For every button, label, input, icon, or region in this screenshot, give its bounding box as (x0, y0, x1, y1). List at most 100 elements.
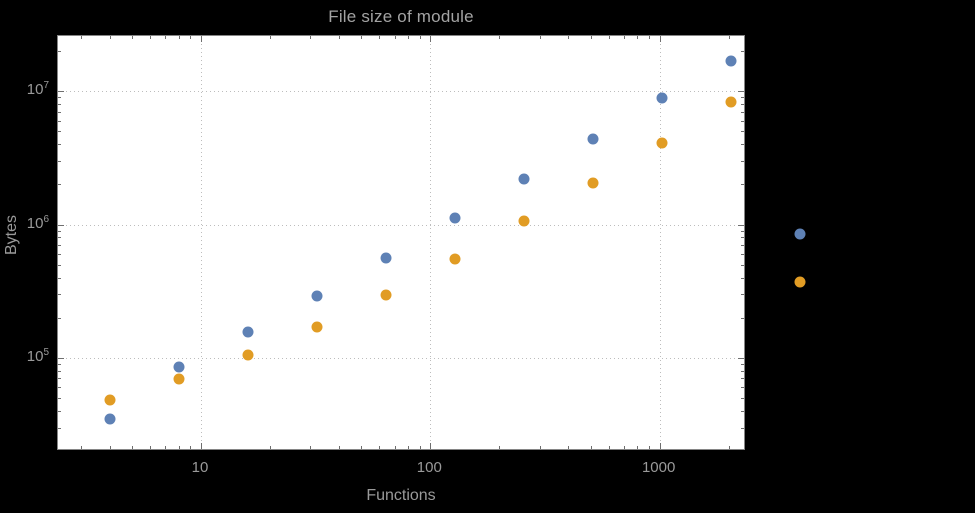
chart-title: File size of module (328, 7, 474, 26)
tick-mark (741, 264, 744, 266)
data-point-orange (380, 289, 392, 301)
tick-mark (568, 36, 570, 39)
tick-mark (608, 36, 610, 39)
tick-mark (165, 36, 167, 39)
tick-mark (81, 446, 83, 449)
tick-mark (741, 410, 744, 412)
tick-mark (58, 370, 61, 372)
tick-mark (649, 446, 651, 449)
tick-mark (741, 144, 744, 146)
horizontal-gridline (58, 357, 744, 359)
tick-mark (200, 443, 202, 449)
tick-mark (637, 446, 639, 449)
tick-mark (499, 446, 501, 449)
vertical-gridline (659, 36, 661, 449)
tick-mark (58, 104, 61, 106)
tick-mark (109, 36, 111, 39)
data-point-orange (518, 215, 530, 227)
tick-mark (58, 317, 61, 319)
tick-mark (200, 36, 202, 42)
tick-mark (408, 36, 410, 39)
tick-mark (741, 51, 744, 53)
tick-mark (178, 446, 180, 449)
tick-mark (58, 131, 61, 133)
tick-mark (361, 36, 363, 39)
tick-mark (58, 264, 61, 266)
data-point-orange (656, 137, 668, 149)
tick-mark (58, 254, 61, 256)
tick-mark (379, 36, 381, 39)
tick-mark (741, 363, 744, 365)
data-point-orange (449, 253, 461, 265)
tick-mark (310, 36, 312, 39)
tick-mark (741, 370, 744, 372)
tick-mark (741, 254, 744, 256)
data-point-orange (173, 373, 185, 385)
data-point-blue (656, 92, 668, 104)
tick-mark (738, 91, 744, 93)
tick-mark (310, 446, 312, 449)
tick-mark (738, 357, 744, 359)
tick-mark (741, 397, 744, 399)
data-point-blue (587, 133, 599, 145)
tick-mark (728, 446, 730, 449)
data-point-blue (518, 173, 530, 185)
tick-mark (58, 51, 61, 53)
horizontal-gridline (58, 224, 744, 226)
tick-mark (419, 446, 421, 449)
tick-mark (109, 446, 111, 449)
tick-mark (408, 446, 410, 449)
tick-mark (379, 446, 381, 449)
tick-mark (741, 294, 744, 296)
vertical-gridline (430, 36, 432, 449)
tick-mark (741, 184, 744, 186)
tick-mark (81, 36, 83, 39)
tick-mark (339, 446, 341, 449)
tick-mark (58, 427, 61, 429)
tick-mark (659, 443, 661, 449)
tick-mark (178, 36, 180, 39)
data-point-blue (725, 55, 737, 67)
tick-mark (165, 446, 167, 449)
y-tick-label-exponent: 5 (43, 346, 49, 358)
tick-mark (741, 277, 744, 279)
data-point-blue (794, 228, 806, 240)
data-point-orange (587, 177, 599, 189)
tick-mark (58, 363, 61, 365)
tick-mark (741, 427, 744, 429)
tick-mark (741, 160, 744, 162)
tick-mark (394, 36, 396, 39)
tick-mark (58, 387, 61, 389)
y-tick-label-base: 10 (26, 347, 44, 365)
y-tick-label-base: 10 (26, 81, 44, 99)
x-axis-label: Functions (366, 487, 436, 504)
tick-mark (728, 36, 730, 39)
data-point-orange (794, 276, 806, 288)
tick-mark (741, 237, 744, 239)
y-tick-label: 106 (0, 214, 49, 232)
tick-mark (741, 111, 744, 113)
y-tick-label-exponent: 7 (43, 80, 49, 92)
tick-mark (58, 184, 61, 186)
tick-mark (58, 120, 61, 122)
tick-mark (624, 36, 626, 39)
tick-mark (539, 36, 541, 39)
tick-mark (430, 36, 432, 42)
tick-mark (131, 446, 133, 449)
tick-mark (58, 224, 64, 226)
tick-mark (741, 317, 744, 319)
tick-mark (741, 230, 744, 232)
tick-mark (637, 36, 639, 39)
tick-mark (58, 397, 61, 399)
tick-mark (58, 277, 61, 279)
x-tick-label: 10 (191, 459, 209, 476)
tick-mark (539, 446, 541, 449)
tick-mark (590, 36, 592, 39)
tick-mark (741, 378, 744, 380)
tick-mark (741, 97, 744, 99)
tick-mark (394, 446, 396, 449)
tick-mark (590, 446, 592, 449)
y-tick-label: 107 (0, 80, 49, 98)
tick-mark (190, 446, 192, 449)
